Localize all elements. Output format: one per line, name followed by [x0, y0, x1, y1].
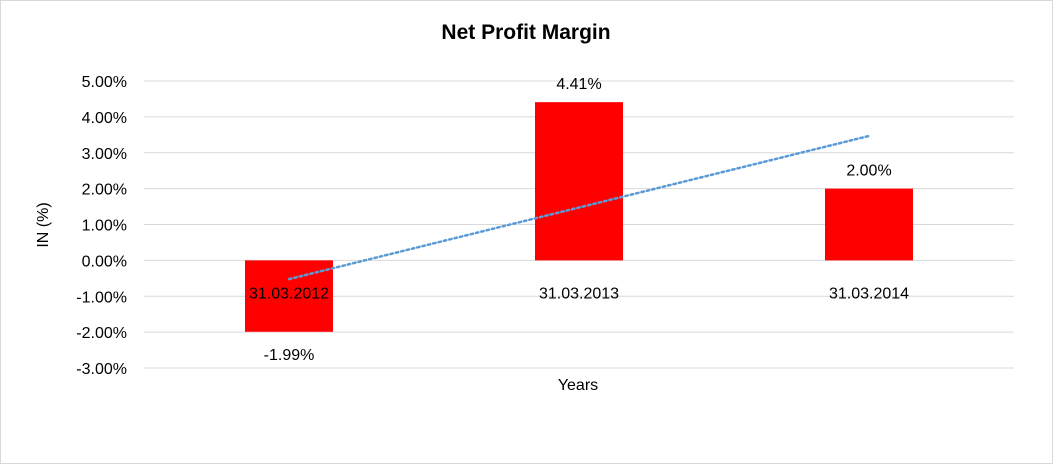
x-tick-label: 31.03.2012: [249, 285, 329, 302]
y-tick-label: 3.00%: [82, 146, 127, 163]
y-tick-label: 2.00%: [82, 182, 127, 199]
y-tick-label: -1.00%: [76, 289, 127, 306]
x-axis-title: Years: [558, 377, 598, 394]
y-tick-label: 1.00%: [82, 218, 127, 235]
data-label: 4.41%: [556, 76, 601, 93]
data-label: 2.00%: [846, 163, 891, 180]
chart-title: Net Profit Margin: [441, 21, 610, 44]
y-tick-label: -2.00%: [76, 325, 127, 342]
y-axis-title: IN (%): [35, 202, 52, 247]
x-axis-ticks: 31.03.2012 31.03.2013 31.03.2014: [249, 285, 909, 302]
data-label: -1.99%: [264, 347, 315, 364]
bar: [825, 188, 913, 261]
data-labels: -1.99% 4.41% 2.00%: [264, 76, 892, 364]
trendline: [287, 134, 871, 281]
y-axis-ticks: 5.00% 4.00% 3.00% 2.00% 1.00% 0.00% -1.00% -2.0…: [76, 74, 127, 378]
y-tick-label: 4.00%: [82, 110, 127, 127]
y-tick-label: -3.00%: [76, 361, 127, 378]
y-tick-label: 0.00%: [82, 253, 127, 270]
x-tick-label: 31.03.2014: [829, 285, 909, 302]
trendline-layer: [287, 134, 871, 281]
x-tick-label: 31.03.2013: [539, 285, 619, 302]
y-tick-label: 5.00%: [82, 74, 127, 91]
bar: [535, 102, 623, 261]
